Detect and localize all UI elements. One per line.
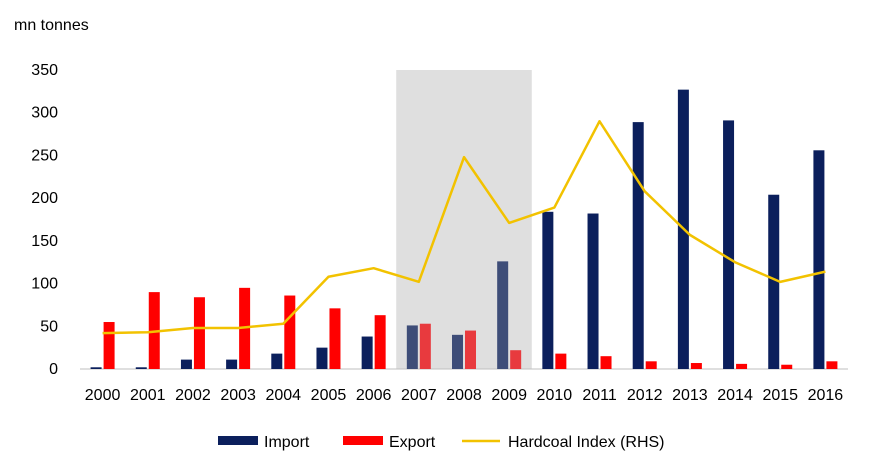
export-bar-2012 [645, 361, 657, 369]
import-bar-2008 [452, 334, 463, 369]
import-bar-2004 [271, 353, 283, 369]
import-bar-2009 [497, 261, 509, 369]
export-bar-2011 [600, 356, 612, 369]
x-tick-label: 2011 [582, 387, 617, 404]
import-bar-2010 [542, 211, 554, 369]
y-tick-label: 0 [49, 361, 58, 378]
x-tick-label: 2015 [762, 387, 798, 404]
export-bar-2002 [193, 297, 205, 369]
export-bar-2010 [555, 353, 567, 369]
export-bar-2000 [103, 322, 115, 369]
import-bar-2001 [135, 367, 147, 369]
y-tick-label: 350 [31, 62, 58, 79]
export-bar-2006 [374, 315, 386, 369]
export-bar-2007 [419, 323, 431, 369]
x-tick-label: 2003 [220, 387, 256, 404]
import-bar-2016 [813, 150, 825, 369]
x-tick-label: 2012 [627, 387, 663, 404]
y-tick-label: 100 [31, 276, 58, 293]
hardcoal-index-line [102, 120, 826, 335]
highlight-band [396, 70, 532, 369]
y-tick-label: 200 [31, 190, 58, 207]
export-bar-2014 [736, 363, 748, 369]
legend-label: Import [264, 434, 310, 451]
x-tick-label: 2013 [672, 387, 708, 404]
x-tick-label: 2000 [85, 387, 121, 404]
import-bar-2003 [226, 359, 238, 369]
x-tick-label: 2002 [175, 387, 211, 404]
import-bar-2012 [632, 122, 644, 370]
export-bar-2004 [284, 295, 296, 369]
import-bar-2005 [316, 347, 328, 369]
x-tick-label: 2007 [401, 387, 437, 404]
export-bar-2016 [826, 361, 838, 369]
y-tick-label: 50 [40, 318, 58, 335]
legend-label: Hardcoal Index (RHS) [508, 434, 665, 451]
import-bar-2007 [406, 325, 418, 369]
export-bar-2013 [690, 363, 702, 369]
legend: Import Export Hardcoal Index (RHS) [218, 434, 665, 451]
x-tick-label: 2016 [808, 387, 844, 404]
x-tick-label: 2009 [491, 387, 527, 404]
export-bar-2015 [781, 364, 793, 369]
legend-label: Export [389, 434, 436, 451]
x-tick-label: 2005 [311, 387, 347, 404]
plot-area: 0 50 100 150 200 250 300 350 2000 2001 2002 2003 200… [31, 62, 848, 404]
y-tick-label: 300 [31, 105, 58, 122]
import-bar-2014 [723, 120, 735, 369]
import-bar-2000 [90, 367, 102, 369]
x-tick-label: 2001 [130, 387, 166, 404]
x-tick-label: 2008 [446, 387, 482, 404]
y-tick-label: 150 [31, 233, 58, 250]
x-tick-label: 2010 [537, 387, 573, 404]
legend-swatch [343, 436, 383, 445]
x-tick-label: 2014 [717, 387, 753, 404]
import-bar-2015 [768, 194, 780, 369]
import-bar-2006 [361, 336, 373, 369]
y-axis-title: mn tonnes [14, 17, 89, 34]
x-tick-label: 2006 [356, 387, 392, 404]
export-bar-2008 [465, 330, 476, 369]
export-bar-2005 [329, 308, 341, 369]
import-bar-2002 [180, 359, 192, 369]
export-bar-2009 [510, 350, 522, 369]
y-tick-label: 250 [31, 147, 58, 164]
import-bar-2011 [587, 213, 599, 369]
legend-swatch [218, 436, 258, 445]
x-tick-label: 2004 [265, 387, 301, 404]
